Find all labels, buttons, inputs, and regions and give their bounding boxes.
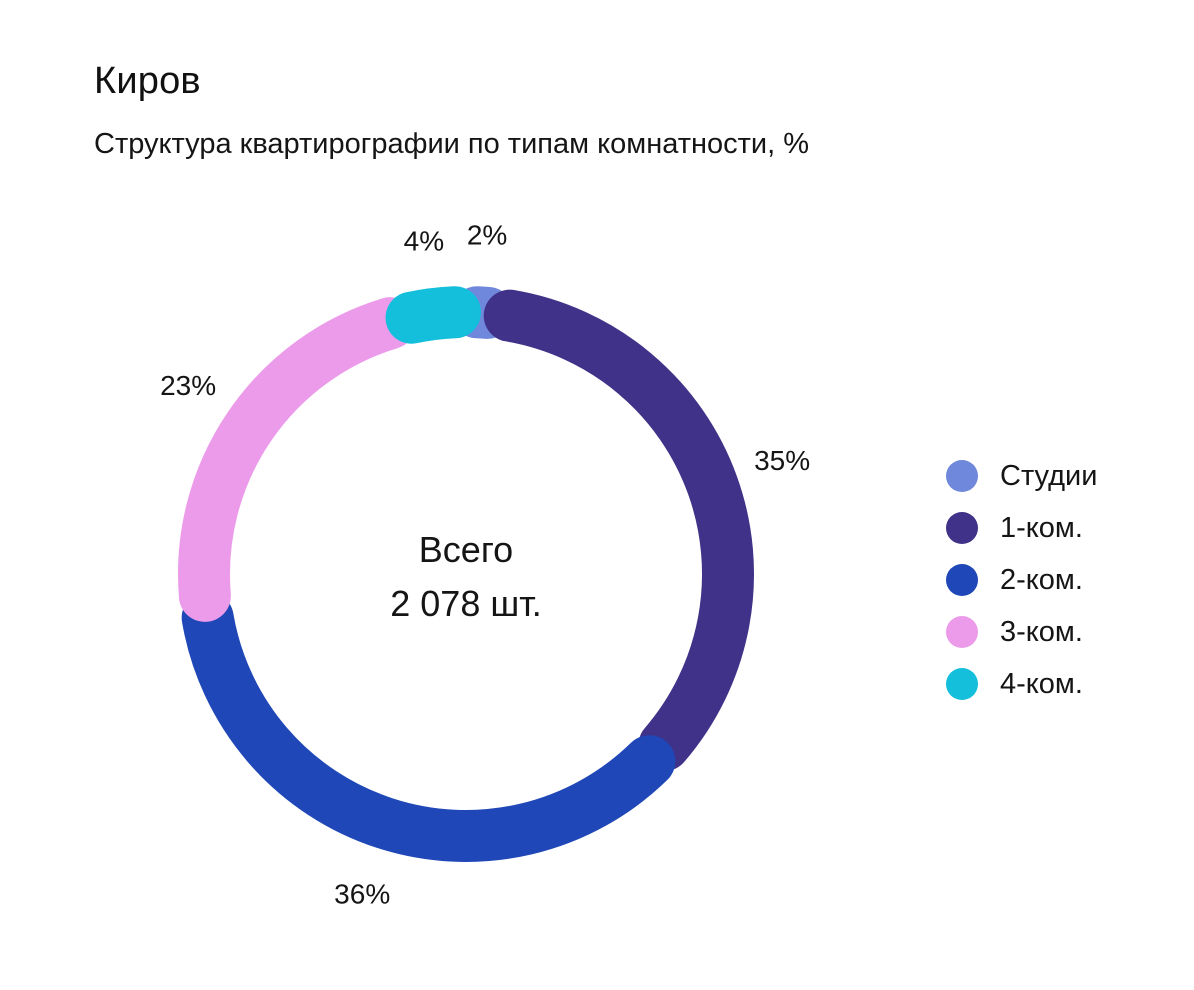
legend-label: 2-ком. <box>1000 563 1083 596</box>
legend-label: 1-ком. <box>1000 511 1083 544</box>
legend-label: 3-ком. <box>1000 615 1083 648</box>
legend-item-студии: Студии <box>946 450 1097 502</box>
slice-label-4-ком: 4% <box>404 226 444 257</box>
slice-label-2-ком: 36% <box>334 879 390 910</box>
legend-swatch <box>946 616 978 648</box>
donut-slice-1-ком <box>483 289 754 772</box>
donut-slice-4-ком <box>385 286 482 344</box>
legend-swatch <box>946 564 978 596</box>
center-total-label: Всего <box>419 529 513 570</box>
legend-item-1-ком: 1-ком. <box>946 502 1097 554</box>
legend-swatch <box>946 460 978 492</box>
chart-title: Киров <box>94 60 201 102</box>
legend-item-3-ком: 3-ком. <box>946 606 1097 658</box>
slice-label-1-ком: 35% <box>754 445 810 476</box>
donut-slice-3-ком <box>178 297 417 622</box>
legend-swatch <box>946 512 978 544</box>
legend-label: 4-ком. <box>1000 667 1083 700</box>
center-total-value: 2 078 шт. <box>390 583 541 624</box>
legend-item-2-ком: 2-ком. <box>946 554 1097 606</box>
donut-slice-2-ком <box>181 591 676 862</box>
slice-label-студии: 2% <box>467 220 507 251</box>
legend-label: Студии <box>1000 459 1098 492</box>
slice-label-3-ком: 23% <box>160 370 216 401</box>
chart-legend: Студии 1-ком. 2-ком. 3-ком. 4-ком. <box>946 450 1097 710</box>
legend-item-4-ком: 4-ком. <box>946 658 1097 710</box>
chart-subtitle: Структура квартирографии по типам комнат… <box>94 128 810 160</box>
legend-swatch <box>946 668 978 700</box>
